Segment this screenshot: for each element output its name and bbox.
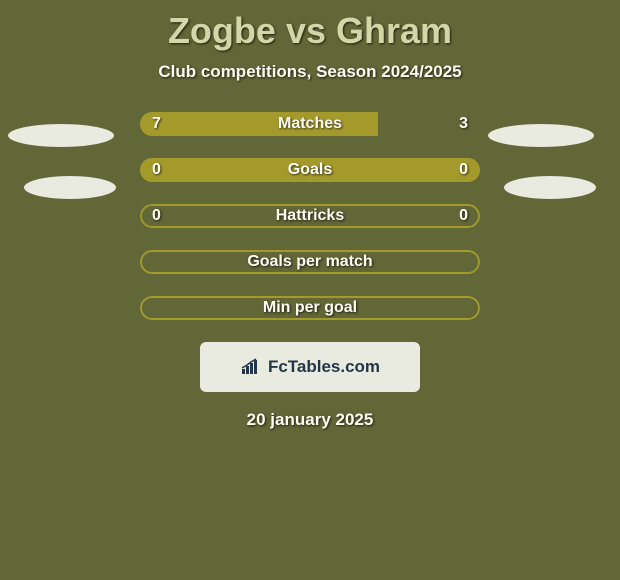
player1-name: Zogbe <box>168 10 276 51</box>
stat-row: Min per goal <box>140 296 480 320</box>
comparison-card: Zogbe vs Ghram Club competitions, Season… <box>0 0 620 580</box>
stat-row: Matches7 3 <box>140 112 480 136</box>
side-ellipse <box>24 176 116 199</box>
logo-box[interactable]: FcTables.com <box>200 342 420 392</box>
side-ellipse <box>504 176 596 199</box>
stat-label: Goals per match <box>140 253 480 271</box>
stat-label: Hattricks <box>140 207 480 225</box>
stat-right-value: 0 <box>459 207 468 225</box>
side-ellipse <box>488 124 594 147</box>
stat-left-value: 0 <box>152 161 161 179</box>
player2-name: Ghram <box>336 10 452 51</box>
bar-chart-icon <box>240 358 262 376</box>
stat-label: Min per goal <box>140 299 480 317</box>
subtitle: Club competitions, Season 2024/2025 <box>0 62 620 82</box>
stat-row: Goals0 0 <box>140 158 480 182</box>
stat-label: Matches <box>140 115 480 133</box>
stat-row: Hattricks0 0 <box>140 204 480 228</box>
stat-label: Goals <box>140 161 480 179</box>
stat-right-value: 0 <box>459 161 468 179</box>
side-ellipse <box>8 124 114 147</box>
stat-right-value: 3 <box>459 115 468 133</box>
page-title: Zogbe vs Ghram <box>0 0 620 52</box>
vs-text: vs <box>286 10 326 51</box>
stat-row: Goals per match <box>140 250 480 274</box>
logo-text: FcTables.com <box>268 357 380 377</box>
stat-left-value: 7 <box>152 115 161 133</box>
date-text: 20 january 2025 <box>0 410 620 430</box>
stat-left-value: 0 <box>152 207 161 225</box>
